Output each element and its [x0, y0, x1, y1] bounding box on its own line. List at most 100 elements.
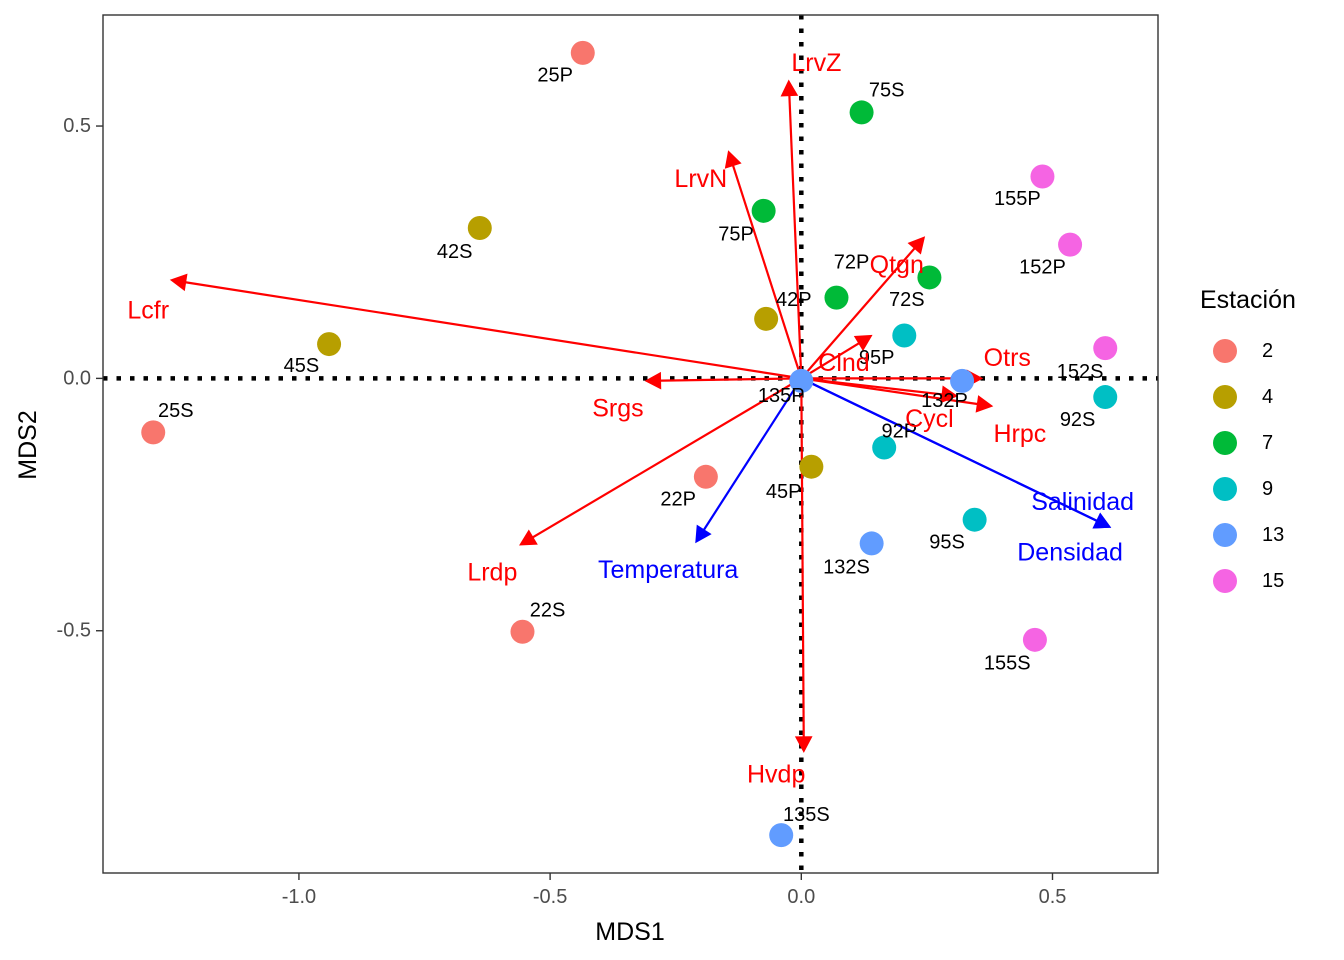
point-75s	[849, 100, 874, 125]
point-label-75p: 75P	[718, 224, 754, 246]
point-135s	[769, 823, 794, 848]
point-label-155s: 155S	[984, 653, 1031, 675]
point-155s	[1022, 627, 1047, 652]
point-label-152s: 152S	[1057, 361, 1104, 383]
point-152p	[1058, 232, 1083, 257]
vector-arrow-densidad-13	[800, 377, 1112, 529]
y-tick-label: 0.5	[63, 115, 91, 137]
point-label-95p: 95P	[859, 347, 895, 369]
x-axis: -1.0 -0.5 0.0 0.5	[282, 873, 1067, 908]
legend-label-13: 13	[1262, 524, 1284, 546]
point-label-92p: 92P	[881, 420, 917, 442]
vector-label-hrpc: Hrpc	[993, 420, 1046, 448]
point-92p	[872, 435, 897, 460]
panel-border-rect	[102, 14, 1159, 874]
point-132s	[859, 531, 884, 556]
point-label-72s: 72S	[889, 289, 925, 311]
x-tick-label: -1.0	[282, 886, 316, 908]
sample-points	[141, 40, 1118, 848]
point-72p	[824, 285, 849, 310]
point-label-132p: 132P	[921, 390, 968, 412]
vector-arrow-qtgn-3	[800, 236, 926, 380]
legend-key-9	[1213, 477, 1237, 501]
vector-arrow-hrpc-8	[801, 377, 994, 413]
point-72s	[917, 265, 942, 290]
y-tick-label: 0.0	[63, 367, 91, 389]
point-132p	[950, 368, 975, 393]
vector-label-densidad: Densidad	[1017, 539, 1123, 567]
vector-labels: LrvZ LrvN Lcfr Qtgn Clnd Otrs Srgs Cycl Hrpc Lrdp…	[127, 49, 1134, 789]
vector-arrow-lrvn-1	[724, 150, 803, 379]
point-25s	[141, 420, 166, 445]
point-label-152p: 152P	[1019, 256, 1066, 278]
point-label-135s: 135S	[783, 804, 830, 826]
x-tick-label: -0.5	[533, 886, 567, 908]
x-tick-label: 0.5	[1039, 886, 1067, 908]
panel-background-rect	[103, 15, 1158, 873]
vector-arrow-lcfr-2	[169, 273, 802, 380]
vector-label-cycl: Cycl	[905, 405, 954, 433]
y-tick-label: -0.5	[57, 620, 91, 642]
vector-label-salinidad: Salinidad	[1031, 488, 1134, 516]
y-axis-title: MDS2	[14, 410, 42, 479]
point-152s	[1093, 336, 1118, 361]
point-label-25s: 25S	[158, 400, 194, 422]
point-42p	[754, 306, 779, 331]
point-label-42s: 42S	[437, 241, 473, 263]
vector-arrow-clnd-4	[800, 334, 873, 380]
point-label-25p: 25P	[537, 65, 573, 87]
point-45s	[317, 332, 342, 357]
vector-label-qtgn: Qtgn	[870, 251, 924, 279]
point-155p	[1030, 164, 1055, 189]
vector-label-lcfr: Lcfr	[127, 296, 169, 324]
legend-key-4	[1213, 385, 1237, 409]
point-135p	[789, 368, 814, 393]
point-22p	[693, 464, 718, 489]
point-label-22p: 22P	[660, 489, 696, 511]
legend-key-15	[1213, 569, 1237, 593]
vector-arrow-hvdp-10	[794, 378, 813, 753]
vector-arrow-temperatura-11	[695, 377, 803, 544]
legend-label-7: 7	[1262, 432, 1273, 454]
x-axis-title: MDS1	[595, 918, 664, 946]
vector-arrow-srgs-6	[644, 371, 802, 390]
legend-label-4: 4	[1262, 386, 1273, 408]
legend-label-15: 15	[1262, 570, 1284, 592]
point-label-42p: 42P	[776, 289, 812, 311]
vector-arrow-lrvz-0	[780, 79, 803, 379]
point-label-132s: 132S	[823, 557, 870, 579]
point-25p	[570, 40, 595, 65]
vector-label-temperatura: Temperatura	[598, 556, 738, 584]
point-label-92s: 92S	[1060, 409, 1096, 431]
vector-label-hvdp: Hvdp	[747, 761, 805, 789]
point-label-45s: 45S	[284, 355, 320, 377]
y-axis: -0.5 0.0 0.5	[57, 115, 103, 642]
sample-labels: 25P 25S 22P 22S 42S 45S 42P 45P 75S 75P 72P 72S 95P 9…	[158, 65, 1103, 826]
vector-label-srgs: Srgs	[592, 395, 643, 423]
vector-arrow-lrdp-9	[519, 377, 802, 546]
point-label-22s: 22S	[530, 600, 566, 622]
legend-key-2	[1213, 339, 1237, 363]
vector-arrows	[169, 79, 1112, 753]
point-95s	[962, 507, 987, 532]
vector-label-otrs: Otrs	[984, 344, 1031, 372]
point-label-45p: 45P	[766, 481, 802, 503]
vector-label-lrdp: Lrdp	[467, 559, 517, 587]
legend-title: Estación	[1200, 286, 1296, 314]
point-95p	[892, 323, 917, 348]
vector-label-lrvz: LrvZ	[791, 49, 841, 77]
plot-panel-background	[103, 15, 1158, 873]
point-label-72p: 72P	[834, 251, 870, 273]
point-22s	[510, 619, 535, 644]
legend-label-2: 2	[1262, 340, 1273, 362]
vector-label-clnd: Clnd	[818, 349, 869, 377]
plot-panel-border	[102, 14, 1159, 874]
x-tick-label: 0.0	[787, 886, 815, 908]
point-45p	[799, 454, 824, 479]
point-label-75s: 75S	[869, 80, 905, 102]
legend-key-7	[1213, 431, 1237, 455]
point-42s	[467, 215, 492, 240]
point-label-95s: 95S	[929, 531, 965, 553]
legend: Estación 2 4 7 9 13 15	[1200, 286, 1296, 593]
